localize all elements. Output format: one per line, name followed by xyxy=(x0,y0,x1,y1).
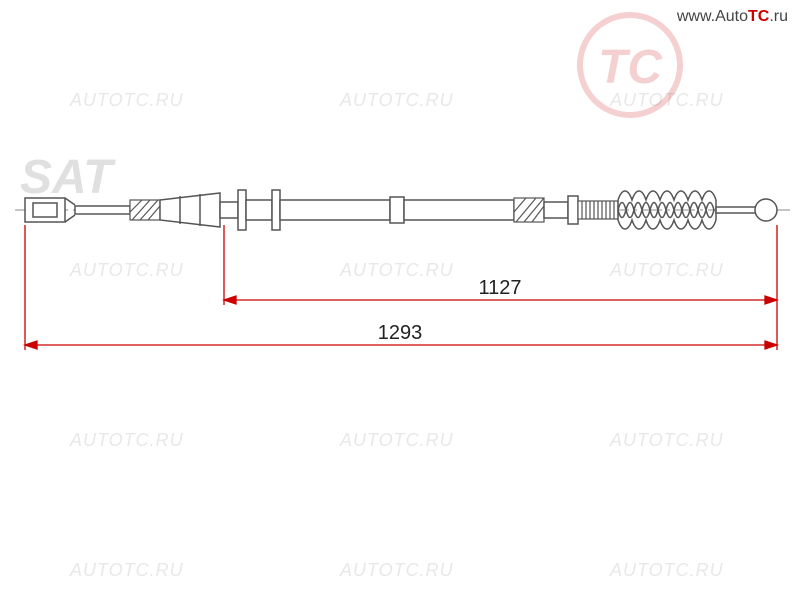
sheath-1 xyxy=(280,200,390,220)
cable-drawing: 1127 1293 xyxy=(0,0,800,600)
ball-end xyxy=(755,199,777,221)
source-url: www.AutoTC.ru xyxy=(677,8,788,26)
conduit-end-left xyxy=(160,193,220,227)
sheath-2 xyxy=(404,200,514,220)
threaded-section xyxy=(578,201,618,219)
ferrule-1 xyxy=(130,200,160,220)
ferrule-2 xyxy=(514,198,544,222)
adjuster-fitting xyxy=(238,190,280,230)
dim-1293-label: 1293 xyxy=(378,322,423,344)
dim-1127-label: 1127 xyxy=(478,277,521,299)
